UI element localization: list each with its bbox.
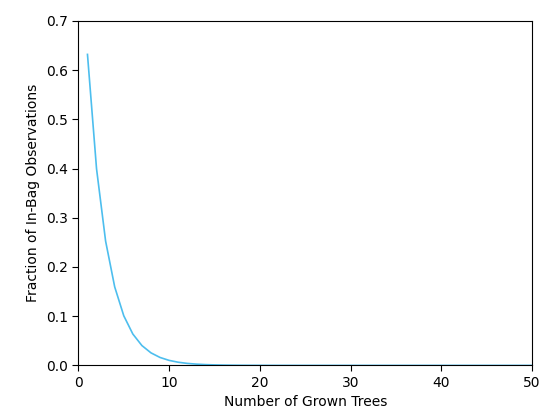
X-axis label: Number of Grown Trees: Number of Grown Trees (223, 395, 387, 410)
Y-axis label: Fraction of In-Bag Observations: Fraction of In-Bag Observations (26, 84, 40, 302)
